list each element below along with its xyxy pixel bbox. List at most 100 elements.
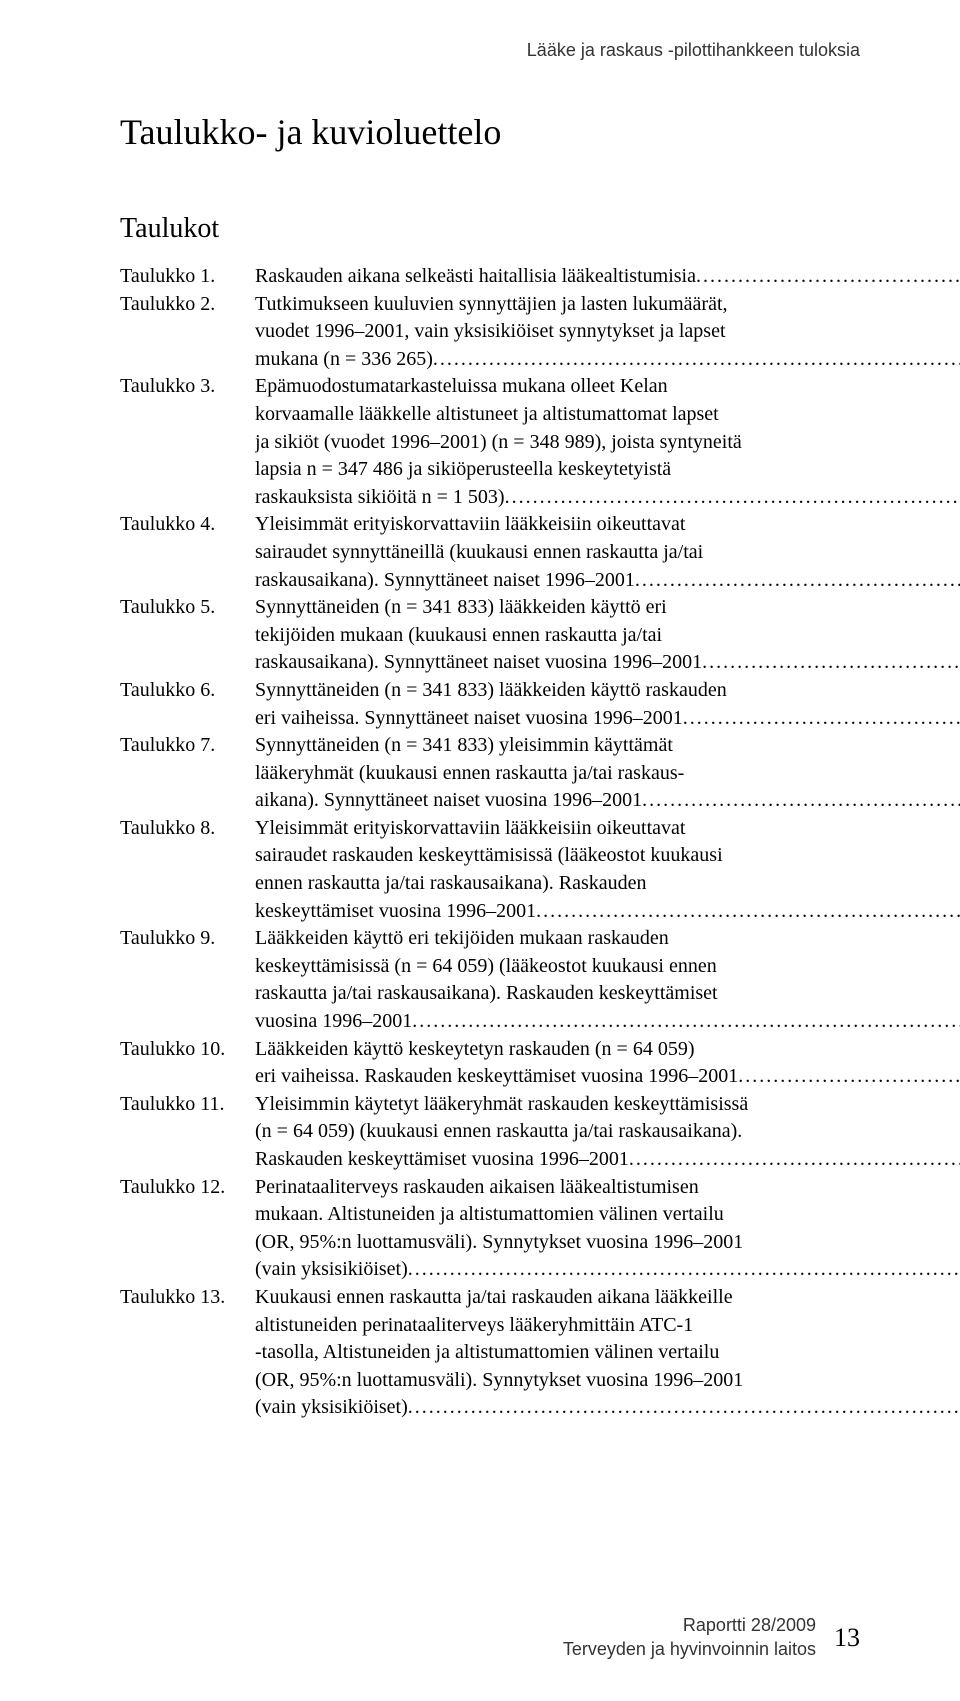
entry-label: Taulukko 11. <box>120 1091 255 1119</box>
leader-dots <box>505 484 960 512</box>
entry-text: eri vaiheissa. Raskauden keskeyttämiset … <box>255 1063 738 1091</box>
leader-dots <box>433 346 960 374</box>
entry-text: (OR, 95%:n luottamusväli). Synnytykset v… <box>255 1367 743 1395</box>
entry-line: vuodet 1996–2001, vain yksisikiöiset syn… <box>255 318 960 346</box>
entry-text: sairaudet synnyttäneillä (kuukausi ennen… <box>255 539 703 567</box>
entry-line: Lääkkeiden käyttö keskeytetyn raskauden … <box>255 1036 960 1064</box>
entry-line: Raskauden aikana selkeästi haitallisia l… <box>255 263 960 291</box>
toc-entry: Taulukko 7.Synnyttäneiden (n = 341 833) … <box>120 732 860 815</box>
toc-entry: Taulukko 13.Kuukausi ennen raskautta ja/… <box>120 1284 860 1422</box>
entry-line: keskeyttämiset vuosina 1996–2001 48 <box>255 898 960 926</box>
entry-line: Epämuodostumatarkasteluissa mukana ollee… <box>255 373 960 401</box>
entry-text: eri vaiheissa. Synnyttäneet naiset vuosi… <box>255 705 683 733</box>
leader-dots <box>408 1394 960 1422</box>
entry-line: tekijöiden mukaan (kuukausi ennen raskau… <box>255 622 960 650</box>
page-footer: Raportti 28/2009 Terveyden ja hyvinvoinn… <box>563 1614 860 1661</box>
entry-text: vuodet 1996–2001, vain yksisikiöiset syn… <box>255 318 726 346</box>
entry-text: korvaamalle lääkkelle altistuneet ja alt… <box>255 401 719 429</box>
entry-text: Synnyttäneiden (n = 341 833) yleisimmin … <box>255 732 673 760</box>
entry-label: Taulukko 13. <box>120 1284 255 1312</box>
entry-line: mukaan. Altistuneiden ja altistumattomie… <box>255 1201 960 1229</box>
entry-label: Taulukko 9. <box>120 925 255 953</box>
toc-entry: Taulukko 1.Raskauden aikana selkeästi ha… <box>120 263 860 291</box>
footer-line1: Raportti 28/2009 <box>563 1614 816 1637</box>
entry-line: ennen raskautta ja/tai raskausaikana). R… <box>255 870 960 898</box>
toc-entry: Taulukko 10.Lääkkeiden käyttö keskeytety… <box>120 1036 860 1091</box>
page-number: 13 <box>834 1623 860 1653</box>
entry-body: Perinataaliterveys raskauden aikaisen lä… <box>255 1174 960 1284</box>
entry-line: sairaudet synnyttäneillä (kuukausi ennen… <box>255 539 960 567</box>
entry-line: Kuukausi ennen raskautta ja/tai raskaude… <box>255 1284 960 1312</box>
entry-text: Synnyttäneiden (n = 341 833) lääkkeiden … <box>255 594 667 622</box>
leader-dots <box>702 649 960 677</box>
leader-dots <box>696 263 960 291</box>
entry-text: Epämuodostumatarkasteluissa mukana ollee… <box>255 373 668 401</box>
entry-line: ja sikiöt (vuodet 1996–2001) (n = 348 98… <box>255 429 960 457</box>
entry-line: lääkeryhmät (kuukausi ennen raskautta ja… <box>255 760 960 788</box>
running-header: Lääke ja raskaus -pilottihankkeen tuloks… <box>120 40 860 61</box>
entry-line: (n = 64 059) (kuukausi ennen raskautta j… <box>255 1118 960 1146</box>
entry-text: lapsia n = 347 486 ja sikiöperusteella k… <box>255 456 671 484</box>
entry-text: Yleisimmät erityiskorvattaviin lääkkeisi… <box>255 815 685 843</box>
entry-body: Lääkkeiden käyttö keskeytetyn raskauden … <box>255 1036 960 1091</box>
entry-line: Lääkkeiden käyttö eri tekijöiden mukaan … <box>255 925 960 953</box>
entry-line: raskausaikana). Synnyttäneet naiset 1996… <box>255 567 960 595</box>
entry-line: altistuneiden perinataaliterveys lääkery… <box>255 1312 960 1340</box>
entry-body: Raskauden aikana selkeästi haitallisia l… <box>255 263 960 291</box>
entry-text: Kuukausi ennen raskautta ja/tai raskaude… <box>255 1284 733 1312</box>
entry-line: (vain yksisikiöiset) 58 <box>255 1256 960 1284</box>
leader-dots <box>683 705 960 733</box>
toc-entry: Taulukko 3.Epämuodostumatarkasteluissa m… <box>120 373 860 511</box>
entry-line: Raskauden keskeyttämiset vuosina 1996–20… <box>255 1146 960 1174</box>
entry-line: eri vaiheissa. Synnyttäneet naiset vuosi… <box>255 705 960 733</box>
entry-text: Yleisimmin käytetyt lääkeryhmät raskaude… <box>255 1091 748 1119</box>
entry-text: keskeyttämiset vuosina 1996–2001 <box>255 898 536 926</box>
leader-dots <box>408 1256 960 1284</box>
entry-body: Epämuodostumatarkasteluissa mukana ollee… <box>255 373 960 511</box>
entry-label: Taulukko 8. <box>120 815 255 843</box>
entry-text: Raskauden aikana selkeästi haitallisia l… <box>255 263 696 291</box>
entry-body: Synnyttäneiden (n = 341 833) lääkkeiden … <box>255 594 960 677</box>
entry-text: raskauksista sikiöitä n = 1 503) <box>255 484 505 512</box>
entry-text: mukaan. Altistuneiden ja altistumattomie… <box>255 1201 724 1229</box>
entry-line: raskausaikana). Synnyttäneet naiset vuos… <box>255 649 960 677</box>
entry-line: Synnyttäneiden (n = 341 833) lääkkeiden … <box>255 677 960 705</box>
leader-dots <box>629 1146 960 1174</box>
entry-text: lääkeryhmät (kuukausi ennen raskautta ja… <box>255 760 684 788</box>
entry-body: Yleisimmät erityiskorvattaviin lääkkeisi… <box>255 511 960 594</box>
entry-line: korvaamalle lääkkelle altistuneet ja alt… <box>255 401 960 429</box>
toc-entry: Taulukko 11.Yleisimmin käytetyt lääkeryh… <box>120 1091 860 1174</box>
sub-title: Taulukot <box>120 213 860 245</box>
entry-text: altistuneiden perinataaliterveys lääkery… <box>255 1312 693 1340</box>
entry-text: ja sikiöt (vuodet 1996–2001) (n = 348 98… <box>255 429 742 457</box>
entry-body: Yleisimmin käytetyt lääkeryhmät raskaude… <box>255 1091 960 1174</box>
entry-line: mukana (n = 336 265) 28 <box>255 346 960 374</box>
entry-line: aikana). Synnyttäneet naiset vuosina 199… <box>255 787 960 815</box>
entry-text: (n = 64 059) (kuukausi ennen raskautta j… <box>255 1118 742 1146</box>
footer-line2: Terveyden ja hyvinvoinnin laitos <box>563 1638 816 1661</box>
entry-text: raskausaikana). Synnyttäneet naiset vuos… <box>255 649 702 677</box>
entry-line: keskeyttämisissä (n = 64 059) (lääkeosto… <box>255 953 960 981</box>
entry-text: Tutkimukseen kuuluvien synnyttäjien ja l… <box>255 291 728 319</box>
entry-text: raskausaikana). Synnyttäneet naiset 1996… <box>255 567 635 595</box>
main-title: Taulukko- ja kuvioluettelo <box>120 111 860 153</box>
leader-dots <box>536 898 960 926</box>
entry-body: Kuukausi ennen raskautta ja/tai raskaude… <box>255 1284 960 1422</box>
entry-text: Lääkkeiden käyttö eri tekijöiden mukaan … <box>255 925 669 953</box>
toc-entry: Taulukko 4.Yleisimmät erityiskorvattavii… <box>120 511 860 594</box>
entry-line: lapsia n = 347 486 ja sikiöperusteella k… <box>255 456 960 484</box>
entry-text: Synnyttäneiden (n = 341 833) lääkkeiden … <box>255 677 727 705</box>
entry-line: (vain yksisikiöiset) 63 <box>255 1394 960 1422</box>
entry-label: Taulukko 7. <box>120 732 255 760</box>
entry-line: (OR, 95%:n luottamusväli). Synnytykset v… <box>255 1229 960 1257</box>
entry-body: Synnyttäneiden (n = 341 833) yleisimmin … <box>255 732 960 815</box>
entry-line: Yleisimmin käytetyt lääkeryhmät raskaude… <box>255 1091 960 1119</box>
toc-entry: Taulukko 2.Tutkimukseen kuuluvien synnyt… <box>120 291 860 374</box>
entry-text: raskautta ja/tai raskausaikana). Raskaud… <box>255 980 718 1008</box>
entry-line: vuosina 1996–2001 50 <box>255 1008 960 1036</box>
toc-entries: Taulukko 1.Raskauden aikana selkeästi ha… <box>120 263 860 1422</box>
entry-line: raskauksista sikiöitä n = 1 503) 32 <box>255 484 960 512</box>
leader-dots <box>412 1008 960 1036</box>
entry-label: Taulukko 4. <box>120 511 255 539</box>
toc-entry: Taulukko 9.Lääkkeiden käyttö eri tekijöi… <box>120 925 860 1035</box>
